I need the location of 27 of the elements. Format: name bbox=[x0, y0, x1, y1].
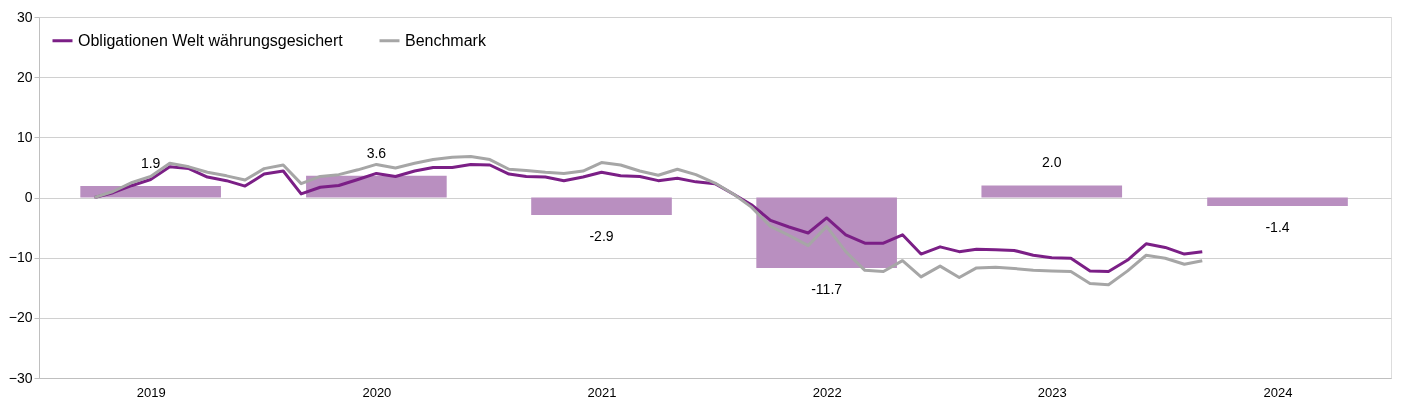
legend-label: Benchmark bbox=[405, 31, 487, 49]
data-label: -2.9 bbox=[589, 227, 614, 244]
y-tick-label: −30 bbox=[8, 369, 33, 386]
y-tick-label: −20 bbox=[8, 309, 33, 326]
legend-label: Obligationen Welt währungsgesichert bbox=[78, 31, 344, 49]
y-tick-label: 30 bbox=[16, 8, 33, 25]
x-tick-label: 2021 bbox=[587, 384, 617, 400]
y-tick-label: 0 bbox=[24, 189, 33, 205]
bar bbox=[756, 197, 897, 268]
y-tick-label: 10 bbox=[16, 128, 33, 145]
bar bbox=[306, 175, 447, 198]
data-label: 1.9 bbox=[140, 155, 161, 172]
x-tick-label: 2023 bbox=[1037, 384, 1067, 400]
data-label: -11.7 bbox=[811, 280, 843, 297]
y-tick-label: −10 bbox=[8, 249, 33, 266]
data-label: -1.4 bbox=[1265, 218, 1290, 235]
bar bbox=[531, 197, 672, 215]
data-label: 2.0 bbox=[1042, 154, 1062, 171]
x-tick-label: 2020 bbox=[362, 384, 392, 400]
bar bbox=[80, 186, 221, 198]
x-tick-label: 2019 bbox=[136, 384, 166, 400]
x-tick-label: 2024 bbox=[1263, 384, 1293, 400]
y-tick-label: 20 bbox=[16, 68, 33, 85]
bar bbox=[1207, 197, 1348, 206]
x-tick-label: 2022 bbox=[812, 384, 842, 400]
data-label: 3.6 bbox=[366, 144, 387, 161]
bar bbox=[981, 185, 1123, 198]
